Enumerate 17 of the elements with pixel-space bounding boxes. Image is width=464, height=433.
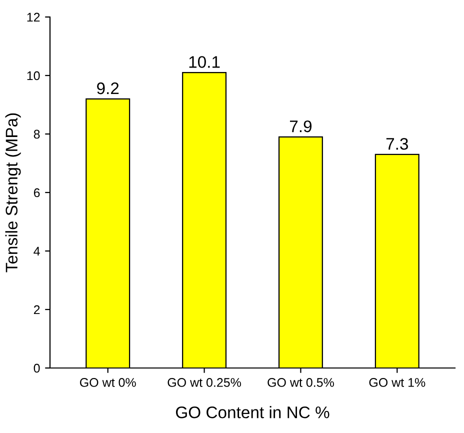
x-axis-title: GO Content in NC % bbox=[176, 406, 330, 418]
y-tick-label: 6 bbox=[34, 188, 40, 198]
y-tick-label: 2 bbox=[34, 305, 40, 314]
data-label: 7.9 bbox=[290, 120, 312, 132]
y-tick-label: 8 bbox=[34, 130, 40, 139]
y-tick-label: 0 bbox=[34, 364, 40, 373]
y-tick-label: 4 bbox=[34, 246, 40, 256]
x-tick-label: GO wt 1% bbox=[369, 378, 426, 387]
y-axis-title: Tensile Strengt (MPa) bbox=[5, 113, 21, 272]
data-label: 9.2 bbox=[97, 82, 119, 94]
data-label: 7.3 bbox=[386, 138, 408, 150]
x-tick-label: GO wt 0.25% bbox=[168, 378, 242, 387]
x-tick-label: GO wt 0% bbox=[80, 378, 136, 387]
y-tick-label: 12 bbox=[27, 12, 40, 22]
y-tick-label: 10 bbox=[27, 71, 40, 80]
data-label: 10.1 bbox=[189, 56, 220, 68]
x-tick-label: GO wt 0.5% bbox=[268, 378, 334, 387]
